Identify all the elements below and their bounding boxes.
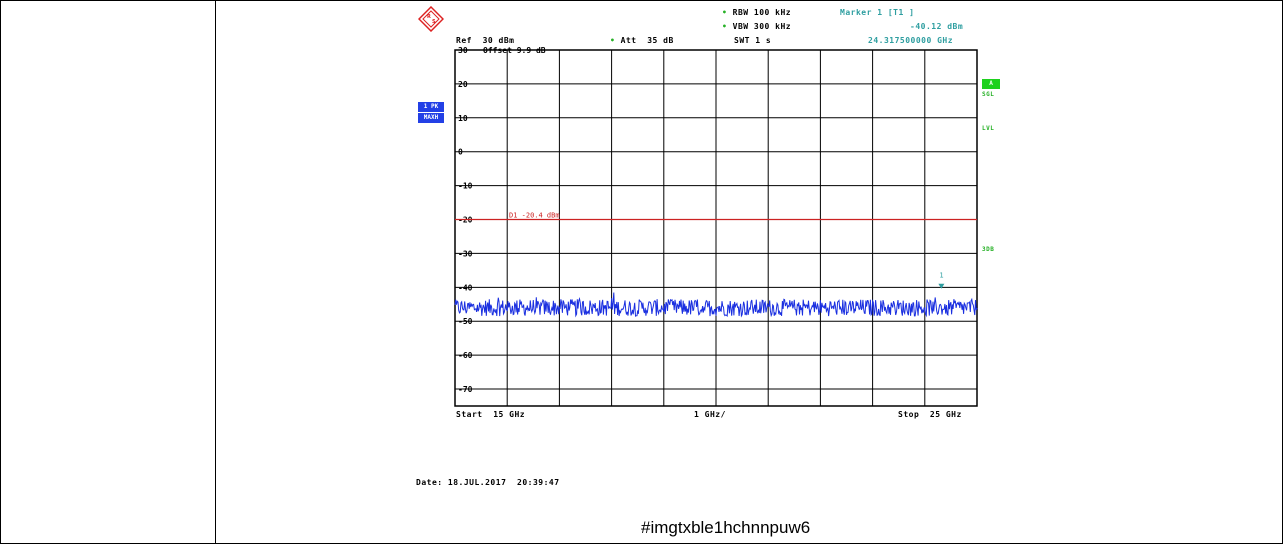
rohde-schwarz-logo-icon: R S [418,6,444,32]
svg-text:R: R [427,14,431,20]
y-tick-label: -60 [458,351,473,360]
y-tick-label: -50 [458,317,473,326]
marker-level: -40.12 dBm [910,22,964,31]
y-tick-label: -70 [458,385,473,394]
marker-title: Marker 1 [T1 ] [840,8,915,17]
start-frequency: Start 15 GHz [456,410,526,419]
rbw-readout: • RBW 100 kHz [722,8,792,17]
image-caption: #imgtxble1hchnnpuw6 [641,518,811,537]
y-tick-label: 10 [458,114,468,123]
trace-a-badge: A [982,79,1000,89]
trace-mode-badge: MAXH [418,113,444,123]
attenuation-readout: • Att 35 dB [610,36,674,45]
y-tick-label: -40 [458,283,473,292]
spectrum-trace [454,292,978,318]
y-tick-label: 20 [458,80,468,89]
stop-frequency: Stop 25 GHz [898,410,962,419]
marker-frequency: 24.317500000 GHz [868,36,954,45]
marker-label: 1 [939,272,943,280]
y-tick-label: 30 [458,46,468,55]
3db-label: 3DB [982,246,995,253]
marker-triangle [938,283,945,289]
swt-readout: SWT 1 s [734,36,772,45]
ref-level-readout: Ref 30 dBm [456,36,515,45]
span-per-division: 1 GHz/ [694,410,726,419]
y-tick-label: -10 [458,182,473,191]
svg-text:S: S [432,19,436,25]
sgl-label: SGL [982,91,995,98]
vbw-readout: • VBW 300 kHz [722,22,792,31]
y-tick-label: 0 [458,148,463,157]
lvl-label: LVL [982,125,995,132]
limit-line-label: D1 -20.4 dBm [509,212,560,220]
table-column-divider [215,0,216,544]
y-tick-label: -30 [458,249,473,258]
offset-label: Offset 9.9 dB [483,46,546,55]
trace-detector-badge: 1 PK [418,102,444,112]
capture-date: Date: 18.JUL.2017 20:39:47 [416,478,560,487]
